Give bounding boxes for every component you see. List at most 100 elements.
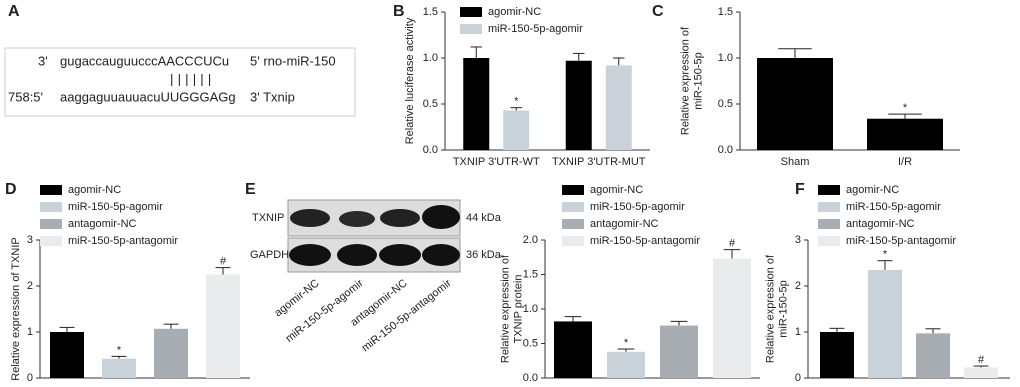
legend-swatch [818, 185, 840, 195]
y-axis-label: miR-150-5p [777, 280, 789, 337]
legend-swatch [818, 236, 840, 246]
seq-end: 758:5' [8, 89, 43, 104]
sequence-box [4, 47, 356, 117]
band-size: 36 kDa [466, 249, 502, 261]
bar [463, 58, 490, 150]
legend-label: agomir-NC [846, 184, 899, 196]
bar [964, 367, 998, 378]
legend-swatch [40, 219, 62, 229]
legend-label: miR-150-5p-agomir [488, 23, 583, 35]
significance-mark: * [883, 249, 888, 261]
bar [820, 332, 854, 378]
legend-label: miR-150-5p-agomir [590, 201, 685, 213]
legend-swatch [562, 236, 584, 246]
band-size: 44 kDa [466, 212, 502, 224]
mirna-seq: gugaccauguucccAACCCUCu [60, 53, 229, 68]
y-axis-label: miR-150-5p [692, 52, 704, 109]
blot-band [339, 211, 375, 227]
significance-mark: # [729, 238, 736, 250]
significance-mark: * [624, 337, 629, 349]
bar [868, 269, 902, 378]
band-name: GAPDH [250, 249, 289, 261]
legend-swatch [460, 24, 482, 34]
blot-band [422, 244, 460, 266]
bar [554, 321, 592, 378]
y-tick-label: 0.5 [423, 98, 438, 110]
y-axis-label: Relative expression of TXNIP [10, 237, 22, 380]
bar [713, 258, 751, 378]
x-tick-label: TXNIP 3'UTR-WT [453, 156, 540, 168]
significance-mark: # [220, 256, 227, 268]
legend-swatch [818, 202, 840, 212]
blot-band [380, 209, 420, 227]
bar [867, 118, 943, 150]
legend-label: miR-150-5p-antagomir [68, 235, 178, 247]
legend-swatch [562, 202, 584, 212]
y-tick-label: 1.5 [523, 268, 538, 280]
blot-band [422, 205, 460, 229]
legend-swatch [40, 236, 62, 246]
significance-mark: * [514, 96, 519, 108]
y-tick-label: 1.5 [718, 6, 733, 18]
y-axis-label: Relative expression of [764, 254, 776, 363]
legend-swatch [818, 219, 840, 229]
bar [607, 351, 645, 378]
x-tick-label: Sham [781, 156, 810, 168]
legend-label: agomir-NC [488, 6, 541, 18]
y-axis-label: Relative expression of [499, 254, 511, 363]
y-tick-label: 0.0 [523, 372, 538, 384]
y-tick-label: 0.0 [423, 144, 438, 156]
panel-letter: A [8, 3, 20, 20]
y-tick-label: 1.0 [718, 52, 733, 64]
y-tick-label: 2 [795, 280, 801, 292]
bar [660, 325, 698, 378]
lane-label: miR-150-5p-agomir [284, 277, 366, 345]
legend-label: antagomir-NC [846, 218, 915, 230]
bar [206, 274, 240, 378]
y-tick-label: 3 [795, 234, 801, 246]
legend-label: antagomir-NC [590, 218, 659, 230]
y-tick-label: 0 [27, 372, 33, 384]
target-seq: aaggaguuauuacuUUGGGAGg [60, 89, 236, 104]
bar [605, 65, 632, 150]
blot-band [289, 244, 331, 266]
y-tick-label: 0.0 [718, 144, 733, 156]
seq-end: 3' [38, 53, 48, 68]
bar [757, 58, 833, 150]
y-tick-label: 1.5 [423, 6, 438, 18]
legend-label: agomir-NC [590, 184, 643, 196]
seq-end: 3' Txnip [250, 89, 295, 104]
legend-swatch [40, 185, 62, 195]
legend-label: miR-150-5p-agomir [68, 201, 163, 213]
blot-band [337, 244, 377, 266]
panel-letter: E [245, 181, 256, 198]
y-axis-label: Relative expression of [679, 26, 691, 135]
bar [102, 358, 136, 378]
legend-swatch [40, 202, 62, 212]
panel-letter: C [652, 3, 664, 20]
y-tick-label: 2 [27, 280, 33, 292]
legend-swatch [562, 185, 584, 195]
seq-end: 5' rno-miR-150 [250, 53, 336, 68]
y-tick-label: 1.0 [523, 303, 538, 315]
legend-swatch [562, 219, 584, 229]
bar [154, 328, 188, 378]
bar [565, 60, 592, 151]
blot-band [290, 209, 330, 227]
blot-band [379, 244, 421, 266]
legend-swatch [460, 7, 482, 17]
y-tick-label: 1 [795, 326, 801, 338]
bar [916, 333, 950, 378]
y-tick-label: 1.0 [423, 52, 438, 64]
y-tick-label: 3 [27, 234, 33, 246]
western-blot [287, 199, 461, 273]
band-name: TXNIP [252, 212, 284, 224]
legend-label: miR-150-5p-agomir [846, 201, 941, 213]
significance-mark: * [117, 344, 122, 356]
bar [50, 332, 84, 378]
pairing: |||||| [170, 71, 215, 86]
panel-letter: F [795, 181, 805, 198]
x-tick-label: I/R [898, 156, 912, 168]
y-tick-label: 0.5 [523, 337, 538, 349]
